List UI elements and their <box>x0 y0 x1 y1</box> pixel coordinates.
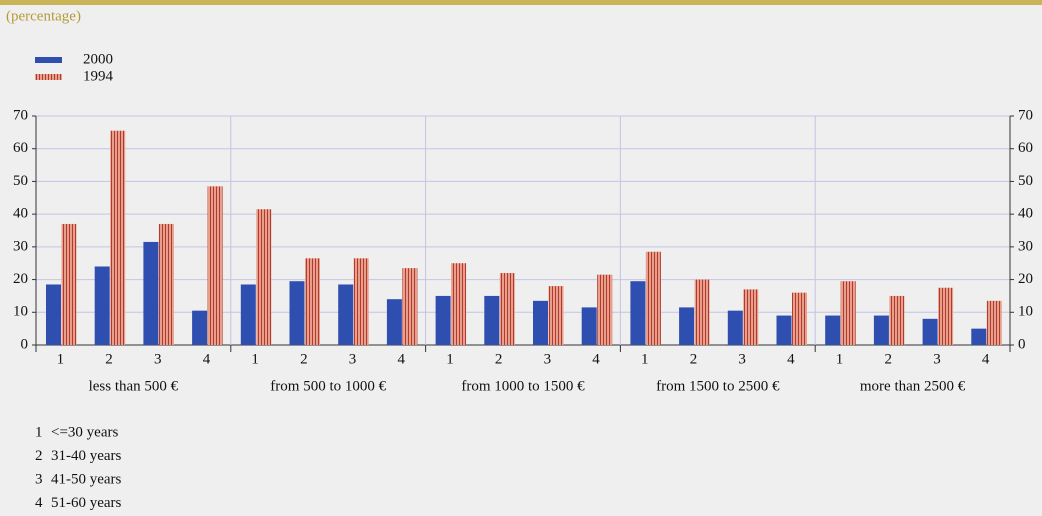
bar <box>825 315 841 345</box>
y2-tick-label: 10 <box>1018 304 1033 320</box>
bar <box>971 328 987 345</box>
x-tick-label: 1 <box>446 351 454 367</box>
bar <box>776 315 792 345</box>
y-tick-label: 0 <box>21 336 29 352</box>
x-tick-label: 4 <box>203 351 211 367</box>
y-tick-label: 40 <box>13 206 28 222</box>
note-key: 1 <box>35 424 43 440</box>
bar <box>338 284 354 345</box>
bar <box>873 315 889 345</box>
y-tick-label: 30 <box>13 238 28 254</box>
y2-tick-label: 30 <box>1018 238 1033 254</box>
x-tick-label: 3 <box>933 351 941 367</box>
bar <box>484 295 500 345</box>
bar <box>386 299 402 345</box>
x-tick-label: 4 <box>398 351 406 367</box>
x-tick-label: 2 <box>105 351 113 367</box>
y2-tick-label: 60 <box>1018 140 1033 156</box>
note-key: 2 <box>35 448 43 464</box>
bar <box>240 284 256 345</box>
x-tick-label: 4 <box>592 351 600 367</box>
top-bar <box>0 0 1042 5</box>
bar <box>630 281 646 345</box>
bar <box>256 209 272 345</box>
bar <box>499 273 515 345</box>
legend-label: 1994 <box>83 68 114 84</box>
bar <box>548 286 564 345</box>
x-tick-label: 1 <box>836 351 844 367</box>
bar <box>94 266 110 345</box>
group-label: less than 500 € <box>89 378 179 394</box>
y-tick-label: 50 <box>13 173 28 189</box>
bar <box>889 295 905 345</box>
y-tick-label: 10 <box>13 304 28 320</box>
x-tick-label: 1 <box>641 351 649 367</box>
bar <box>986 300 1002 345</box>
x-tick-label: 1 <box>57 351 65 367</box>
bar <box>645 251 661 345</box>
bar <box>792 292 807 345</box>
bar <box>922 318 938 345</box>
bar <box>727 310 743 345</box>
y2-tick-label: 50 <box>1018 173 1033 189</box>
bar <box>305 258 320 345</box>
bar <box>435 295 451 345</box>
group-label: from 1500 to 2500 € <box>656 378 780 394</box>
bar <box>289 281 305 345</box>
x-tick-label: 2 <box>495 351 503 367</box>
x-tick-label: 4 <box>982 351 990 367</box>
x-tick-label: 3 <box>544 351 552 367</box>
y2-tick-label: 20 <box>1018 271 1033 287</box>
note-text: 51-60 years <box>51 495 122 511</box>
legend-swatch <box>35 57 62 63</box>
note-text: 41-50 years <box>51 471 122 487</box>
bar <box>353 258 369 345</box>
y-tick-label: 60 <box>13 140 28 156</box>
bar <box>402 268 418 345</box>
x-tick-label: 3 <box>738 351 746 367</box>
group-label: more than 2500 € <box>860 378 966 394</box>
note-text: 31-40 years <box>51 448 122 464</box>
y-tick-label: 20 <box>13 271 28 287</box>
subtitle: (percentage) <box>6 8 81 24</box>
x-tick-label: 3 <box>154 351 162 367</box>
legend-label: 2000 <box>83 51 113 67</box>
bar <box>143 241 159 345</box>
bar <box>679 307 695 345</box>
x-tick-label: 2 <box>300 351 308 367</box>
x-tick-label: 3 <box>349 351 357 367</box>
bar <box>158 223 174 345</box>
bar <box>46 284 61 345</box>
y2-tick-label: 0 <box>1018 336 1026 352</box>
note-key: 3 <box>35 471 43 487</box>
y2-tick-label: 70 <box>1018 107 1033 123</box>
bar <box>581 307 597 345</box>
bar <box>840 281 856 345</box>
group-label: from 1000 to 1500 € <box>461 378 585 394</box>
bar <box>207 186 223 345</box>
note-key: 4 <box>35 495 43 511</box>
x-tick-label: 1 <box>251 351 259 367</box>
bar <box>533 300 548 345</box>
bar <box>597 274 613 345</box>
y2-tick-label: 40 <box>1018 206 1033 222</box>
y-tick-label: 70 <box>13 107 28 123</box>
group-label: from 500 to 1000 € <box>270 378 386 394</box>
legend-swatch <box>35 74 62 80</box>
x-tick-label: 4 <box>787 351 795 367</box>
x-tick-label: 2 <box>885 351 893 367</box>
note-text: <=30 years <box>51 424 118 440</box>
bar <box>694 279 710 345</box>
bar <box>192 310 208 345</box>
bar <box>110 130 126 345</box>
bar <box>61 223 77 345</box>
bar <box>938 287 954 345</box>
x-tick-label: 2 <box>690 351 698 367</box>
bar <box>743 289 759 345</box>
bar <box>451 263 467 345</box>
